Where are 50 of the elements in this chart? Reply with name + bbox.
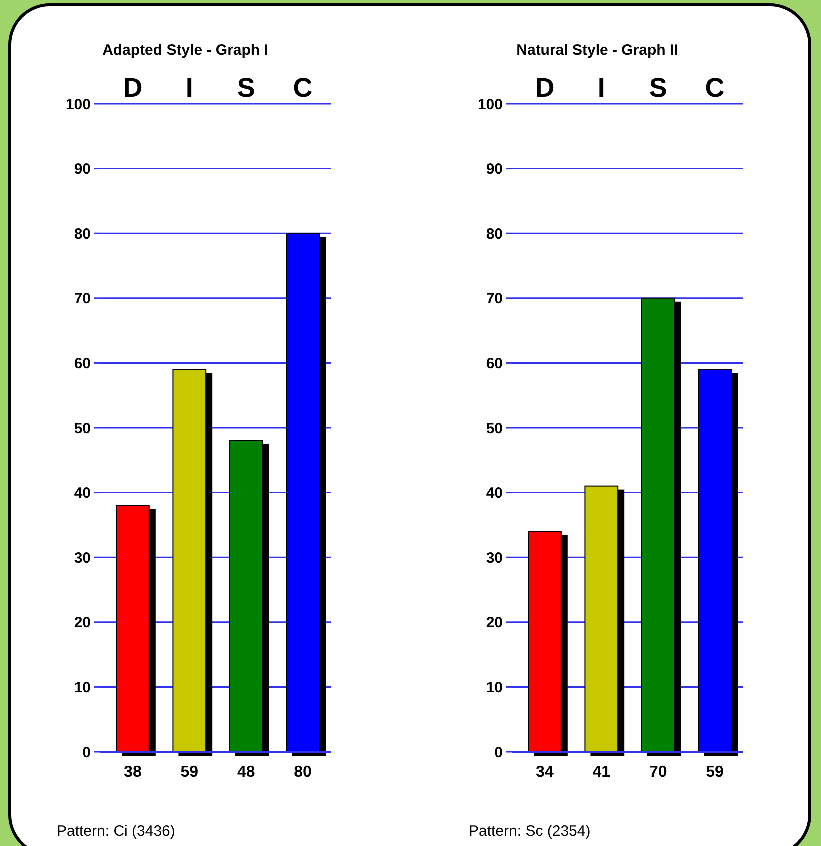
y-tick-label: 50 <box>74 420 91 438</box>
chart-title: Adapted Style - Graph I <box>102 42 268 59</box>
text: Pattern: Sc (2354) <box>469 823 591 840</box>
x-tick-label: S <box>649 73 668 103</box>
text: Pattern: Ci (3436) <box>57 823 176 840</box>
y-tick-label: 10 <box>74 679 91 696</box>
x-tick-label: I <box>598 73 606 103</box>
data-label: 41 <box>592 764 611 781</box>
bar <box>116 505 150 752</box>
bar <box>229 440 264 752</box>
data-label: 34 <box>536 764 554 781</box>
y-tick-label: 60 <box>74 355 91 372</box>
x-tick-label: D <box>123 73 143 103</box>
bar <box>698 369 732 752</box>
bar <box>641 298 676 752</box>
y-tick-label: 40 <box>486 485 503 502</box>
chart-title: Natural Style - Graph II <box>516 42 678 59</box>
bar <box>528 531 562 752</box>
y-tick-label: 80 <box>486 226 503 243</box>
y-tick-label: 90 <box>74 161 91 178</box>
data-label: 59 <box>180 764 199 781</box>
y-tick-label: 10 <box>486 679 503 696</box>
data-label: 38 <box>124 764 142 781</box>
x-tick-label: D <box>535 73 555 103</box>
data-label: 48 <box>237 764 256 781</box>
y-tick-label: 80 <box>74 226 91 243</box>
bar <box>286 233 320 752</box>
y-tick-label: 100 <box>66 96 91 114</box>
x-tick-label: S <box>237 73 256 103</box>
y-tick-label: 70 <box>486 290 503 308</box>
x-tick-label: C <box>705 73 725 103</box>
y-tick-label: 20 <box>486 614 503 632</box>
y-tick-label: 70 <box>74 290 91 308</box>
y-tick-label: 50 <box>486 420 503 438</box>
x-tick-label: C <box>293 73 313 103</box>
y-tick-label: 0 <box>494 744 503 762</box>
x-tick-label: I <box>186 73 194 103</box>
data-label: 59 <box>706 764 724 781</box>
y-tick-label: 100 <box>478 96 503 114</box>
data-label: 80 <box>294 764 312 781</box>
y-tick-label: 20 <box>74 614 91 632</box>
bar <box>584 486 619 752</box>
y-tick-label: 60 <box>486 355 503 372</box>
bar <box>172 369 207 752</box>
y-tick-label: 90 <box>486 161 503 178</box>
y-tick-label: 0 <box>82 744 91 762</box>
y-tick-label: 30 <box>486 550 503 567</box>
y-tick-label: 30 <box>74 550 91 567</box>
data-label: 70 <box>649 764 668 781</box>
y-tick-label: 40 <box>74 485 91 502</box>
